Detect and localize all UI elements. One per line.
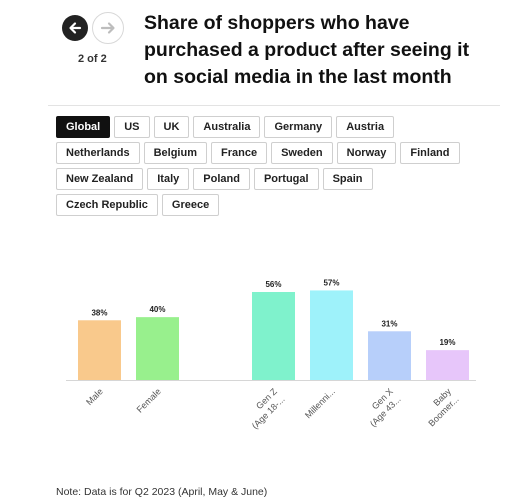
tab-row: New Zealand Italy Poland Portugal Spain — [56, 168, 496, 190]
tab-czech-republic[interactable]: Czech Republic — [56, 194, 158, 216]
arrow-right-icon — [100, 22, 115, 34]
tab-new-zealand[interactable]: New Zealand — [56, 168, 144, 190]
data-label: 40% — [149, 305, 165, 314]
bar — [136, 317, 179, 380]
tab-norway[interactable]: Norway — [336, 142, 397, 164]
bar — [426, 350, 469, 380]
tab-belgium[interactable]: Belgium — [143, 142, 207, 164]
tick-label: Gen Z(Age 18-... — [242, 386, 287, 431]
bar — [310, 290, 353, 380]
divider — [48, 105, 500, 106]
tab-row: Netherlands Belgium France Sweden Norway Finl… — [56, 142, 496, 164]
arrow-left-icon — [69, 22, 82, 34]
tick-label: Male — [84, 386, 105, 407]
tab-australia[interactable]: Australia — [193, 116, 261, 138]
tick-label: Gen X(Age 43... — [360, 386, 402, 428]
tab-us[interactable]: US — [114, 116, 150, 138]
tab-spain[interactable]: Spain — [322, 168, 373, 190]
data-label: 19% — [439, 338, 455, 347]
tab-row: Czech Republic Greece — [56, 194, 496, 216]
chart-title: Share of shoppers who have purchased a p… — [144, 12, 470, 88]
bar — [368, 331, 411, 380]
tab-germany[interactable]: Germany — [264, 116, 333, 138]
bar-chart: 38% Male 40% Female 56% Gen Z(Age 18-... 57% Mi… — [66, 278, 476, 431]
data-label: 56% — [265, 280, 281, 289]
bar — [78, 320, 121, 380]
bar — [252, 292, 295, 380]
data-label: 31% — [381, 319, 397, 328]
tab-uk[interactable]: UK — [153, 116, 190, 138]
tab-poland[interactable]: Poland — [193, 168, 250, 190]
tick-label: Millenni... — [303, 386, 337, 420]
tab-portugal[interactable]: Portugal — [253, 168, 319, 190]
prev-button[interactable] — [62, 15, 88, 41]
tab-global[interactable]: Global — [56, 116, 111, 138]
tick-label: BabyBoomer... — [419, 386, 461, 428]
tab-netherlands[interactable]: Netherlands — [56, 142, 140, 164]
footnote: Note: Data is for Q2 2023 (April, May & … — [56, 486, 268, 498]
tick-label: Female — [135, 386, 163, 414]
tab-france[interactable]: France — [210, 142, 268, 164]
tab-row: Global US UK Australia Germany Austria — [56, 116, 496, 138]
tab-italy[interactable]: Italy — [147, 168, 190, 190]
tab-austria[interactable]: Austria — [336, 116, 395, 138]
page-indicator: 2 of 2 — [78, 53, 107, 65]
tab-greece[interactable]: Greece — [161, 194, 220, 216]
country-tabs: Global US UK Australia Germany Austria Netherl… — [56, 116, 496, 220]
data-label: 38% — [91, 308, 107, 317]
carousel-nav: 2 of 2 — [62, 12, 134, 72]
tab-sweden[interactable]: Sweden — [271, 142, 333, 164]
data-label: 57% — [323, 278, 339, 287]
tab-finland[interactable]: Finland — [400, 142, 460, 164]
next-button[interactable] — [92, 12, 124, 44]
